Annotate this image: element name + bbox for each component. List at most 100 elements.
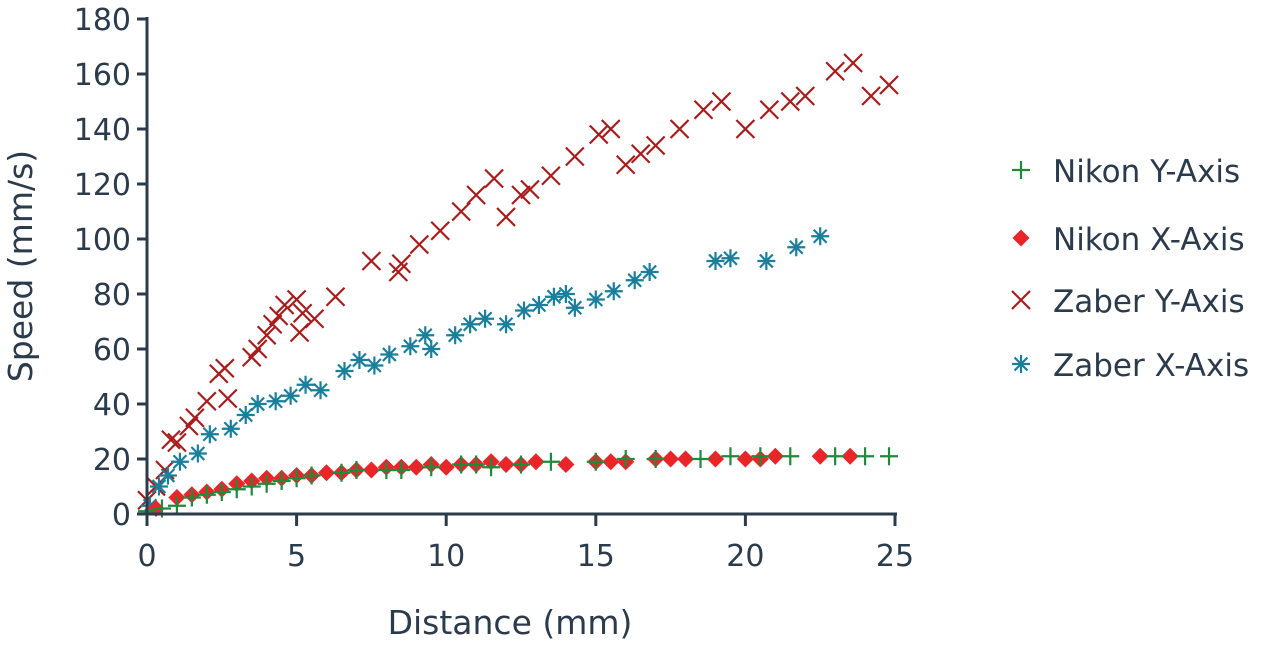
data-point	[826, 447, 845, 466]
data-point	[751, 447, 770, 466]
data-point	[317, 464, 336, 482]
data-point	[825, 61, 845, 82]
data-point	[430, 220, 450, 241]
data-point	[476, 309, 495, 328]
data-point	[541, 165, 561, 186]
data-point	[268, 306, 289, 326]
data-point	[380, 345, 399, 364]
data-point	[811, 227, 830, 246]
data-point	[361, 251, 382, 271]
data-point	[645, 135, 666, 156]
data-point	[325, 286, 346, 307]
data-point	[604, 282, 623, 301]
x-tick-label: 15	[577, 539, 615, 574]
data-point	[565, 146, 585, 167]
data-point	[197, 391, 217, 412]
data-point	[185, 407, 205, 428]
data-point	[266, 392, 285, 411]
data-point	[242, 477, 261, 496]
data-point	[616, 450, 635, 468]
data-point	[218, 388, 238, 409]
data-point	[497, 455, 515, 474]
data-point	[286, 289, 307, 310]
data-point	[706, 252, 725, 270]
data-point	[451, 201, 471, 222]
data-point	[565, 298, 584, 317]
data-point	[311, 381, 330, 400]
data-point	[880, 447, 899, 466]
y-tick-label: 160	[74, 58, 131, 93]
y-tick-label: 40	[93, 388, 131, 423]
data-point	[149, 477, 168, 496]
legend-item: Zaber Y-Axis	[1011, 284, 1245, 320]
y-tick-label: 140	[74, 113, 131, 148]
data-point	[467, 455, 486, 474]
data-point	[362, 461, 380, 479]
data-point	[625, 271, 644, 290]
data-point	[781, 447, 800, 466]
data-point	[335, 362, 354, 380]
legend-item: Zaber X-Axis	[1012, 348, 1249, 384]
data-point	[287, 469, 306, 488]
x-tick-label: 5	[287, 539, 306, 574]
data-point	[482, 458, 501, 477]
data-point	[736, 450, 754, 468]
data-point	[557, 455, 575, 474]
data-point	[757, 252, 776, 270]
data-point	[843, 53, 863, 73]
data-point	[182, 488, 201, 507]
data-point	[669, 119, 690, 139]
data-point	[296, 375, 315, 394]
data-point	[811, 447, 829, 465]
data-point	[735, 119, 756, 139]
legend: Nikon Y-Axis Nikon X-Axis Zaber Y-Axis Zabe…	[1011, 154, 1249, 384]
data-point	[422, 458, 441, 477]
data-point	[262, 314, 283, 335]
data-point	[721, 249, 740, 268]
data-point	[586, 452, 605, 471]
data-point	[787, 238, 806, 257]
y-tick-label: 0	[112, 498, 131, 533]
data-point	[497, 315, 516, 334]
data-point	[512, 455, 530, 474]
data-point	[215, 358, 235, 379]
data-point	[511, 185, 531, 205]
data-point	[496, 207, 516, 227]
data-point	[677, 450, 695, 468]
data-point	[589, 124, 609, 145]
data-point	[401, 337, 420, 356]
legend-marker-plus-icon	[1012, 161, 1030, 179]
data-point	[302, 466, 321, 485]
data-point	[780, 91, 801, 112]
data-point	[437, 458, 455, 476]
x-axis-label: Distance (mm)	[388, 603, 633, 642]
data-point	[256, 325, 277, 346]
data-point	[236, 406, 255, 424]
legend-item: Nikon Y-Axis	[1012, 154, 1240, 190]
data-point	[179, 416, 199, 436]
data-point	[161, 429, 181, 450]
data-point	[248, 395, 267, 413]
y-tick-label: 20	[93, 443, 131, 478]
data-point	[484, 168, 504, 189]
data-point	[140, 496, 159, 515]
data-point	[461, 315, 480, 334]
data-point	[167, 432, 187, 453]
data-point	[332, 463, 351, 482]
data-point	[292, 303, 313, 324]
data-point	[861, 86, 881, 106]
y-tick-label: 180	[74, 3, 131, 38]
legend-marker-asterisk-icon	[1012, 355, 1030, 373]
data-point	[630, 143, 651, 164]
x-tick-label: 10	[427, 539, 465, 574]
data-point	[257, 474, 276, 493]
data-point	[795, 86, 816, 106]
data-point	[711, 91, 732, 112]
data-point	[158, 466, 177, 485]
data-point	[197, 485, 216, 504]
data-point	[706, 450, 725, 468]
legend-label: Zaber X-Axis	[1053, 348, 1249, 384]
data-point	[586, 290, 605, 309]
x-tick-label: 25	[876, 539, 914, 574]
